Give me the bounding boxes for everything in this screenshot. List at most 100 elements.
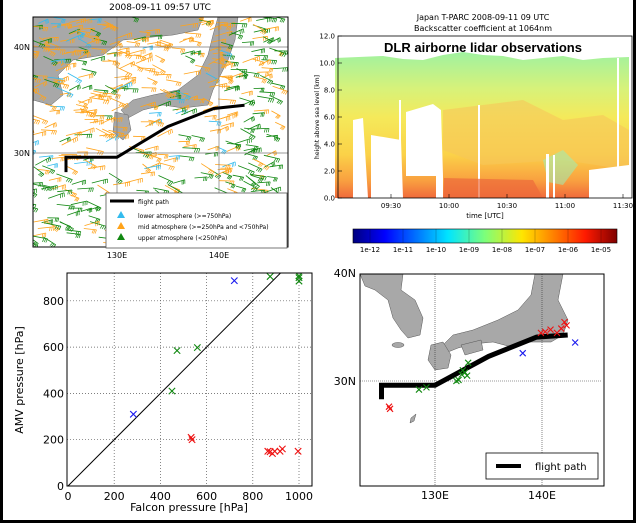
wind-barb-flag (78, 80, 82, 85)
wind-barb-flag (262, 176, 265, 181)
wind-barb-flag (136, 43, 139, 48)
scatter-panel: 0 200 400 600 800 1000 0 200 400 600 800 Falcon pr… (13, 272, 313, 514)
wind-barb-flag (170, 181, 174, 186)
wind-barb-flag (135, 77, 137, 82)
wind-barb (158, 175, 174, 183)
wind-barb-flag (41, 96, 45, 101)
wind-barb (33, 129, 34, 130)
wind-barb-flag (160, 119, 163, 124)
wind-barb (33, 188, 37, 191)
wind-barb (150, 155, 162, 160)
wind-barb-flag (99, 224, 103, 229)
wind-barb (252, 158, 264, 165)
wind-barb (185, 55, 196, 61)
wind-barb-flag (140, 68, 144, 73)
wind-barb (178, 134, 192, 138)
wind-barb-flag (271, 162, 274, 167)
wind-barb-flag (118, 132, 121, 137)
wind-barb-flag (161, 123, 164, 127)
wind-barb-flag (37, 88, 40, 93)
wind-barb-flag (232, 63, 234, 68)
wind-barb (49, 109, 60, 112)
wind-barb (145, 29, 160, 32)
wind-barb-flag (73, 171, 77, 175)
map2-point-green (423, 384, 430, 391)
wind-barb (269, 164, 283, 168)
wind-barb-flag (128, 55, 132, 60)
wind-barb-flag (261, 88, 264, 93)
map2-lat-tick-30n: 30N (334, 375, 356, 388)
wind-barb-flag (172, 95, 176, 100)
wind-barb (275, 121, 286, 128)
colorbar-tick-label: 1e-12 (360, 246, 380, 254)
wind-barb-flag (179, 48, 183, 53)
wind-barb (242, 55, 260, 63)
wind-barb (235, 185, 247, 190)
wind-barb-flag (224, 22, 227, 27)
wind-barb-flag (181, 99, 183, 104)
wind-barb-flag (35, 76, 38, 81)
wind-barb (263, 37, 274, 43)
wind-barb-flag (75, 231, 78, 236)
wind-barb (90, 28, 101, 34)
wind-barb-flag (60, 18, 63, 23)
wind-barb-flag (108, 134, 111, 139)
scatter-point-green (295, 273, 303, 280)
map2-point-red (561, 318, 568, 326)
wind-barb (115, 82, 132, 90)
wind-barb-flag (94, 218, 98, 223)
wind-barb-flag (225, 127, 227, 132)
wind-barb-flag (63, 19, 66, 24)
wind-barb-flag (282, 18, 286, 23)
lidar-y-tick-label: 4.0 (324, 141, 335, 149)
wind-barb-flag (275, 114, 279, 118)
wind-barb-flag (260, 88, 263, 93)
wind-barb-flag (207, 101, 211, 106)
wind-barb-flag (148, 32, 151, 37)
wind-barb-flag (84, 61, 88, 66)
wind-barb-flag (153, 68, 156, 73)
wind-barb (75, 18, 92, 24)
wind-barb-flag (249, 41, 252, 46)
wind-barb (128, 49, 146, 55)
wind-barb (253, 109, 269, 112)
wind-barb-flag (44, 81, 46, 86)
wind-barb (175, 109, 187, 115)
wind-barb-flag (56, 225, 60, 230)
wind-barb-flag (266, 55, 269, 60)
wind-barb-flag (226, 126, 228, 131)
wind-barb-flag (283, 90, 286, 95)
map2-point-red (386, 405, 394, 413)
wind-barb-flag (46, 27, 49, 32)
wind-barb-flag (56, 23, 59, 28)
wind-barb-flag (232, 55, 235, 60)
wind-barb-flag (30, 88, 32, 91)
wind-barb-flag (192, 157, 195, 162)
wind-barb-flag (52, 244, 57, 247)
wind-barb-flag (269, 181, 271, 186)
wind-barb-flag (134, 79, 136, 84)
wind-barb-flag (168, 130, 170, 135)
wind-barb (147, 104, 159, 107)
wind-barb (237, 165, 255, 173)
wind-barb (211, 38, 226, 43)
wind-barb-flag (279, 52, 283, 57)
wind-barb-flag (169, 130, 172, 135)
wind-barb-flag (87, 50, 89, 55)
wind-barb-flag (125, 72, 129, 76)
wind-barb-flag (261, 79, 265, 83)
wind-barb (56, 87, 74, 95)
scatter-point-red (278, 445, 286, 453)
wind-barb-flag (243, 69, 246, 74)
wind-barb (78, 46, 89, 51)
wind-barb (232, 174, 244, 178)
wind-barb-flag (61, 49, 64, 54)
wind-barb (235, 74, 247, 78)
wind-barb-flag (85, 43, 89, 48)
wind-barb-flag (59, 106, 62, 111)
wind-barb-flag (61, 80, 64, 85)
wind-barb-flag (72, 206, 75, 211)
wind-barb-flag (229, 168, 232, 174)
wind-barb-flag (190, 38, 192, 43)
legend-triangle-lower (117, 211, 125, 218)
